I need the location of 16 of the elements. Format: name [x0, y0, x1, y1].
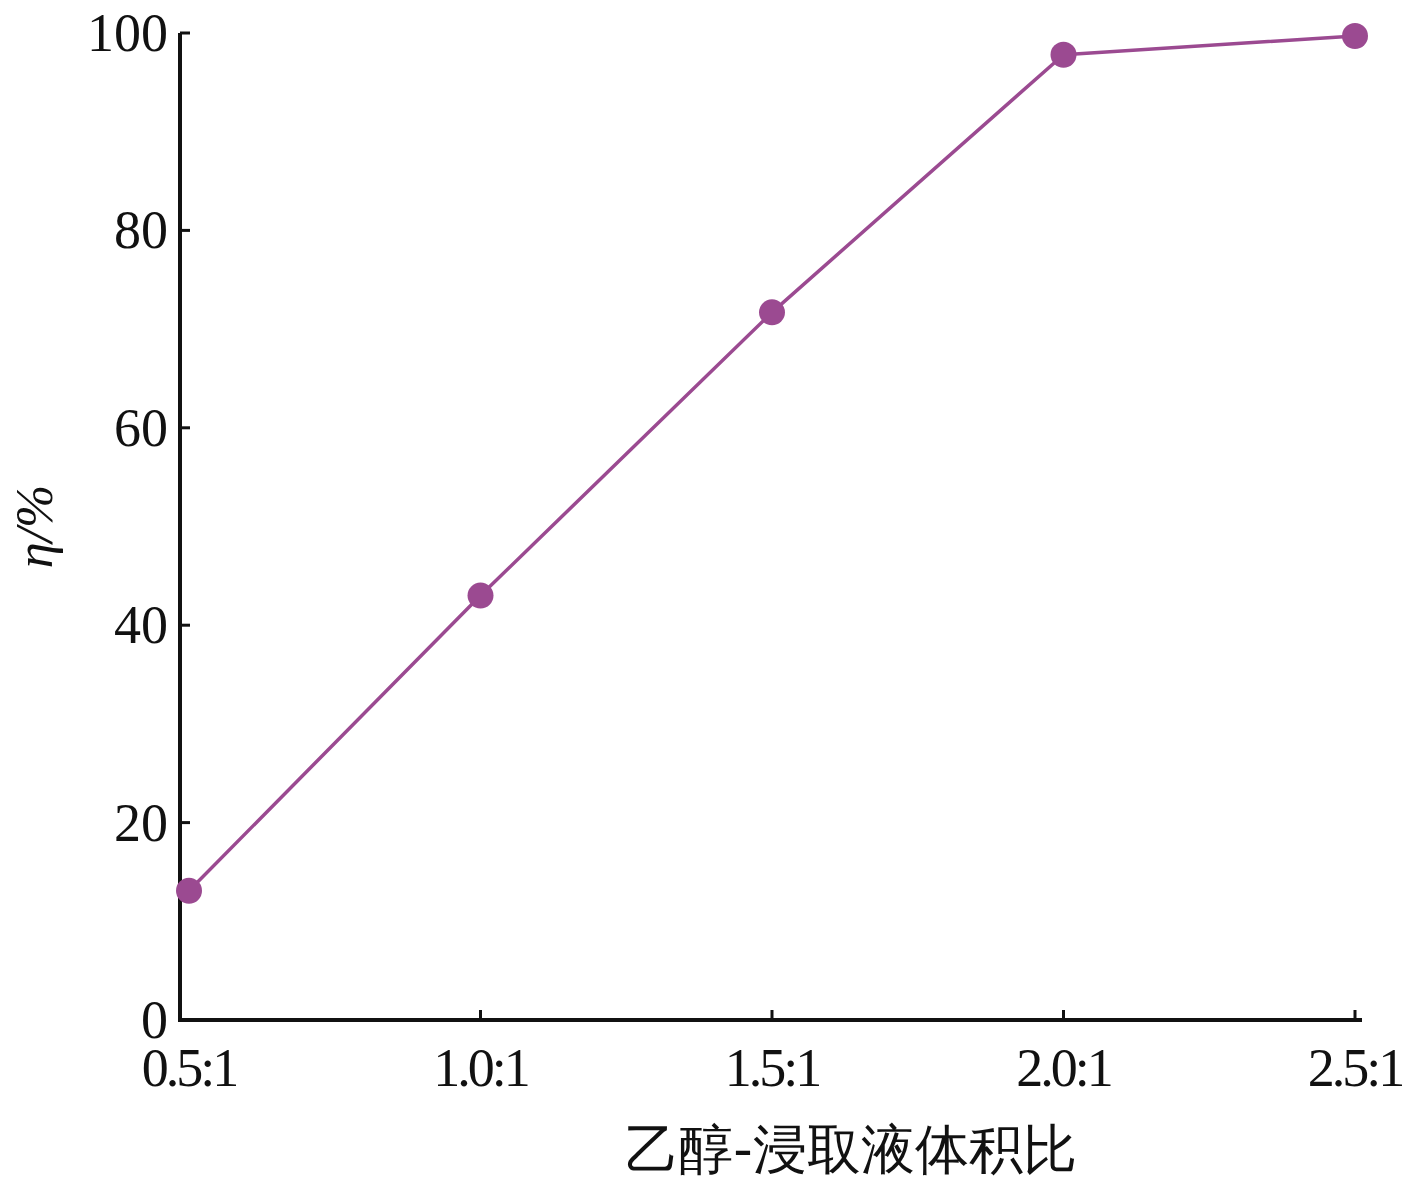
y-tick-label: 100: [87, 3, 168, 63]
y-tick-label: 60: [114, 397, 168, 458]
point: [467, 582, 494, 609]
y-tick-label: 20: [114, 792, 168, 853]
y-axis-title: η/%: [6, 484, 63, 569]
x-tick-label: 2.0:1: [1016, 1038, 1111, 1098]
x-tick-label: 1.5:1: [724, 1038, 820, 1098]
x-tick-label: 1.0:1: [433, 1038, 528, 1098]
point: [1342, 22, 1368, 49]
point: [1050, 41, 1077, 68]
x-tick-label: 2.5:1: [1307, 1038, 1403, 1098]
point: [759, 299, 785, 326]
y-tick-label: 80: [114, 200, 168, 261]
y-tick-label: 40: [114, 595, 168, 656]
point: [176, 877, 202, 904]
x-axis-title: 乙醇-浸取液体积比: [625, 1118, 1077, 1181]
